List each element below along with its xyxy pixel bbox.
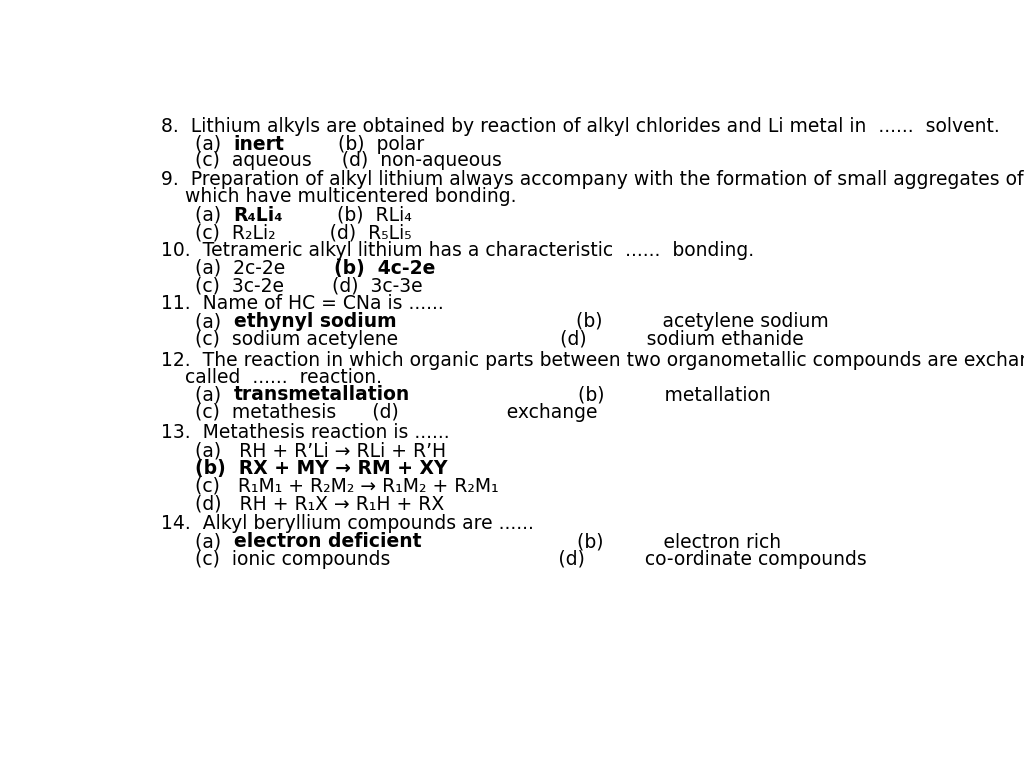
Text: 12.  The reaction in which organic parts between two organometallic compounds ar: 12. The reaction in which organic parts … — [162, 351, 1024, 370]
Text: (c)  aqueous     (d)  non-aqueous: (c) aqueous (d) non-aqueous — [196, 151, 503, 170]
Text: (b)          electron rich: (b) electron rich — [421, 532, 781, 551]
Text: transmetallation: transmetallation — [233, 386, 410, 405]
Text: (a): (a) — [196, 386, 233, 405]
Text: 11.  Name of HC = CNa is ......: 11. Name of HC = CNa is ...... — [162, 294, 444, 313]
Text: (a): (a) — [196, 134, 233, 154]
Text: (a): (a) — [196, 312, 233, 331]
Text: (c)  metathesis      (d)                  exchange: (c) metathesis (d) exchange — [196, 403, 598, 422]
Text: electron deficient: electron deficient — [233, 532, 421, 551]
Text: (c)  3c-2e        (d)  3c-3e: (c) 3c-2e (d) 3c-3e — [196, 276, 423, 296]
Text: 9.  Preparation of alkyl lithium always accompany with the formation of small ag: 9. Preparation of alkyl lithium always a… — [162, 170, 1024, 189]
Text: (a)  2c-2e: (a) 2c-2e — [196, 259, 334, 278]
Text: (b)          acetylene sodium: (b) acetylene sodium — [396, 312, 829, 331]
Text: called  ......  reaction.: called ...... reaction. — [185, 368, 382, 387]
Text: (c)  ionic compounds                            (d)          co-ordinate compoun: (c) ionic compounds (d) co-ordinate comp… — [196, 550, 867, 569]
Text: 8.  Lithium alkyls are obtained by reaction of alkyl chlorides and Li metal in  : 8. Lithium alkyls are obtained by reacti… — [162, 117, 1000, 136]
Text: (c)  sodium acetylene                           (d)          sodium ethanide: (c) sodium acetylene (d) sodium ethanide — [196, 330, 804, 349]
Text: (b)  RLi₄: (b) RLi₄ — [283, 206, 412, 225]
Text: (c)   R₁M₁ + R₂M₂ → R₁M₂ + R₂M₁: (c) R₁M₁ + R₂M₂ → R₁M₂ + R₂M₁ — [196, 476, 499, 495]
Text: (b)  polar: (b) polar — [285, 134, 425, 154]
Text: R₄Li₄: R₄Li₄ — [233, 206, 283, 225]
Text: (d)   RH + R₁X → R₁H + RX: (d) RH + R₁X → R₁H + RX — [196, 495, 444, 513]
Text: inert: inert — [233, 134, 285, 154]
Text: 14.  Alkyl beryllium compounds are ......: 14. Alkyl beryllium compounds are ...... — [162, 515, 535, 534]
Text: ethynyl sodium: ethynyl sodium — [233, 312, 396, 331]
Text: (b)  4c-2e: (b) 4c-2e — [334, 259, 435, 278]
Text: (a): (a) — [196, 532, 233, 551]
Text: which have multicentered bonding.: which have multicentered bonding. — [185, 187, 517, 206]
Text: (a)   RH + R’Li → RLi + R’H: (a) RH + R’Li → RLi + R’H — [196, 441, 446, 460]
Text: (a): (a) — [196, 206, 233, 225]
Text: 13.  Metathesis reaction is ......: 13. Metathesis reaction is ...... — [162, 423, 450, 442]
Text: (b)  RX + MY → RM + XY: (b) RX + MY → RM + XY — [196, 458, 447, 478]
Text: (c)  R₂Li₂         (d)  R₅Li₅: (c) R₂Li₂ (d) R₅Li₅ — [196, 223, 412, 243]
Text: (b)          metallation: (b) metallation — [410, 386, 771, 405]
Text: 10.  Tetrameric alkyl lithium has a characteristic  ......  bonding.: 10. Tetrameric alkyl lithium has a chara… — [162, 241, 755, 260]
